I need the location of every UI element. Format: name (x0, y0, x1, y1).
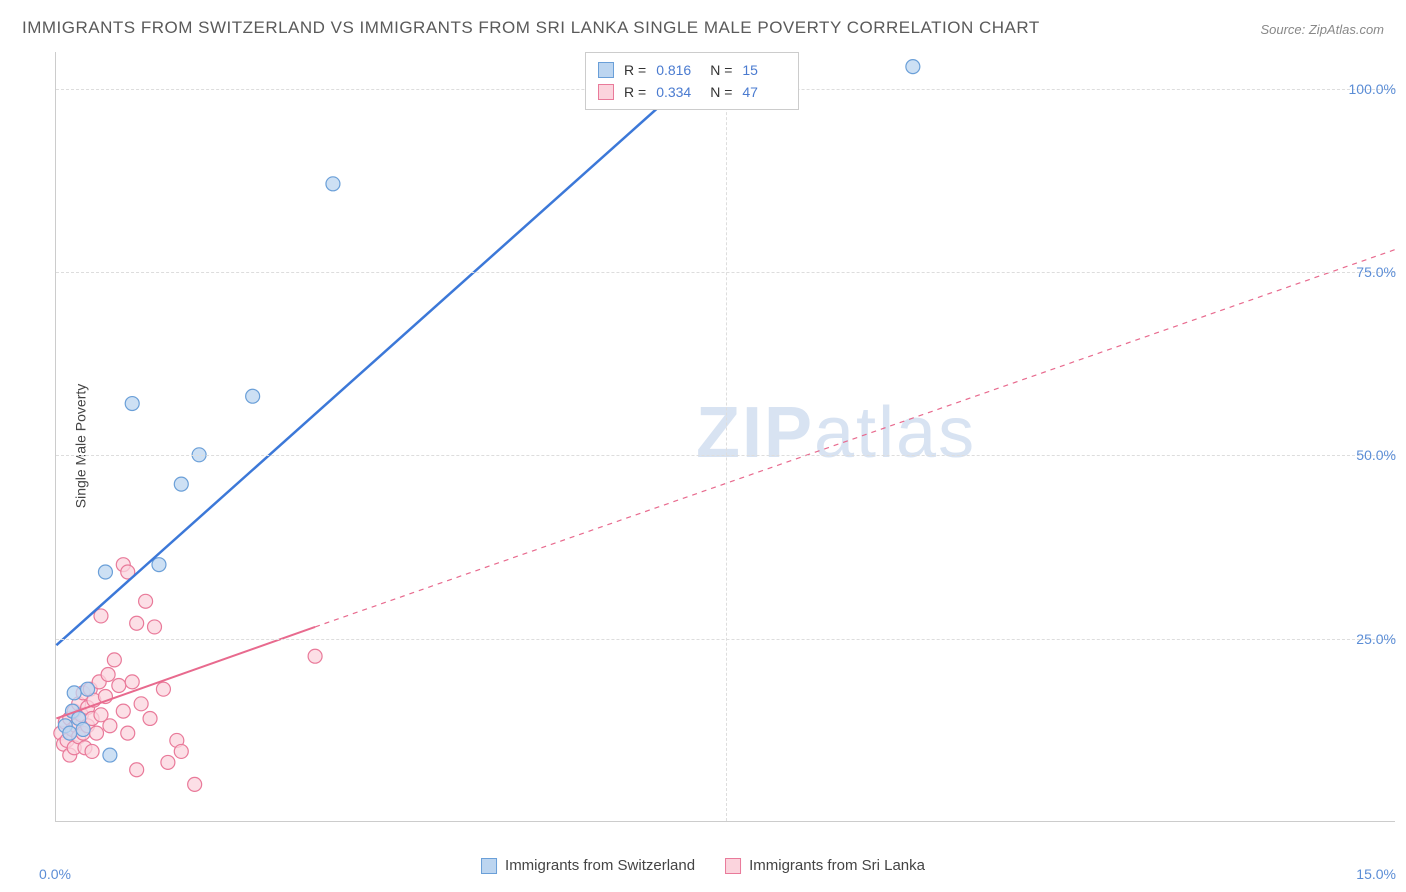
r-label: R = (624, 84, 646, 100)
series-legend: Immigrants from Switzerland Immigrants f… (481, 857, 925, 874)
data-point-srilanka (85, 744, 99, 758)
data-point-switzerland (906, 60, 920, 74)
r-value-switzerland: 0.816 (656, 62, 700, 78)
data-point-srilanka (134, 697, 148, 711)
gridline-v (726, 52, 727, 821)
data-point-switzerland (76, 722, 90, 736)
swatch-srilanka (598, 84, 614, 100)
data-point-switzerland (67, 686, 81, 700)
legend-label-srilanka: Immigrants from Sri Lanka (749, 857, 925, 874)
data-point-srilanka (121, 726, 135, 740)
data-point-srilanka (90, 726, 104, 740)
legend-item-switzerland: Immigrants from Switzerland (481, 857, 695, 874)
legend-item-srilanka: Immigrants from Sri Lanka (725, 857, 925, 874)
data-point-srilanka (103, 719, 117, 733)
n-value-switzerland: 15 (742, 62, 786, 78)
data-point-srilanka (143, 711, 157, 725)
data-point-srilanka (174, 744, 188, 758)
data-point-srilanka (116, 704, 130, 718)
data-point-srilanka (148, 620, 162, 634)
data-point-switzerland (246, 389, 260, 403)
data-point-srilanka (130, 616, 144, 630)
r-label: R = (624, 62, 646, 78)
trend-line-srilanka (56, 627, 315, 719)
data-point-srilanka (308, 649, 322, 663)
stats-legend: R = 0.816 N = 15 R = 0.334 N = 47 (585, 52, 799, 110)
y-tick-label: 25.0% (1356, 631, 1396, 647)
legend-label-switzerland: Immigrants from Switzerland (505, 857, 695, 874)
swatch-srilanka (725, 858, 741, 874)
chart-title: IMMIGRANTS FROM SWITZERLAND VS IMMIGRANT… (22, 18, 1040, 38)
stats-row-switzerland: R = 0.816 N = 15 (598, 59, 786, 81)
swatch-switzerland (481, 858, 497, 874)
y-tick-label: 100.0% (1349, 81, 1396, 97)
data-point-switzerland (326, 177, 340, 191)
trend-line-ext-srilanka (315, 250, 1395, 627)
data-point-switzerland (81, 682, 95, 696)
data-point-srilanka (101, 668, 115, 682)
n-label: N = (710, 84, 732, 100)
data-point-srilanka (130, 763, 144, 777)
n-label: N = (710, 62, 732, 78)
swatch-switzerland (598, 62, 614, 78)
data-point-srilanka (112, 679, 126, 693)
data-point-srilanka (125, 675, 139, 689)
source-attribution: Source: ZipAtlas.com (1260, 22, 1384, 37)
data-point-switzerland (174, 477, 188, 491)
plot-area: ZIPatlas (55, 52, 1395, 822)
data-point-switzerland (103, 748, 117, 762)
data-point-switzerland (63, 726, 77, 740)
data-point-srilanka (161, 755, 175, 769)
x-tick-label: 0.0% (39, 866, 71, 882)
r-value-srilanka: 0.334 (656, 84, 700, 100)
trend-line-switzerland (56, 59, 712, 645)
data-point-switzerland (98, 565, 112, 579)
data-point-srilanka (188, 777, 202, 791)
x-tick-label: 15.0% (1356, 866, 1396, 882)
data-point-srilanka (107, 653, 121, 667)
data-point-switzerland (152, 558, 166, 572)
stats-row-srilanka: R = 0.334 N = 47 (598, 81, 786, 103)
y-tick-label: 50.0% (1356, 447, 1396, 463)
y-tick-label: 75.0% (1356, 264, 1396, 280)
data-point-srilanka (139, 594, 153, 608)
data-point-srilanka (156, 682, 170, 696)
data-point-switzerland (125, 397, 139, 411)
n-value-srilanka: 47 (742, 84, 786, 100)
